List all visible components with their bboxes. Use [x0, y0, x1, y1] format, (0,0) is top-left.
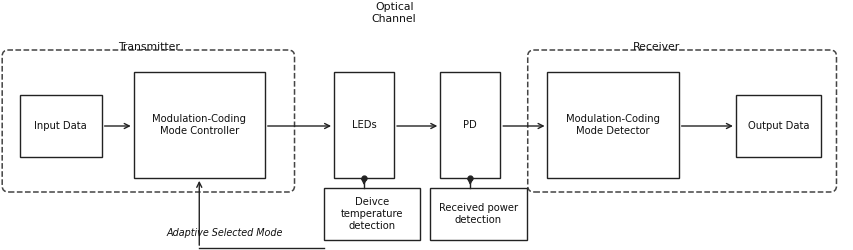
Text: PD: PD	[463, 120, 477, 130]
Bar	[439, 72, 500, 178]
Bar	[547, 72, 678, 178]
Bar	[20, 95, 102, 157]
Text: Optical
Channel: Optical Channel	[371, 2, 416, 24]
Text: LEDs: LEDs	[351, 120, 376, 130]
Bar	[323, 188, 420, 240]
Text: Modulation-Coding
Mode Detector: Modulation-Coding Mode Detector	[566, 114, 659, 136]
Text: Adaptive Selected Mode: Adaptive Selected Mode	[166, 228, 282, 238]
Bar	[735, 95, 821, 157]
Text: Receiver: Receiver	[633, 42, 680, 52]
Text: Modulation-Coding
Mode Controller: Modulation-Coding Mode Controller	[152, 114, 246, 136]
Text: Deivce
temperature
detection: Deivce temperature detection	[340, 198, 403, 230]
Bar	[430, 188, 526, 240]
Text: Transmitter: Transmitter	[118, 42, 180, 52]
Text: Input Data: Input Data	[34, 121, 87, 131]
Text: Output Data: Output Data	[747, 121, 809, 131]
Bar	[334, 72, 394, 178]
Bar	[133, 72, 264, 178]
Text: Received power
detection: Received power detection	[438, 203, 518, 225]
